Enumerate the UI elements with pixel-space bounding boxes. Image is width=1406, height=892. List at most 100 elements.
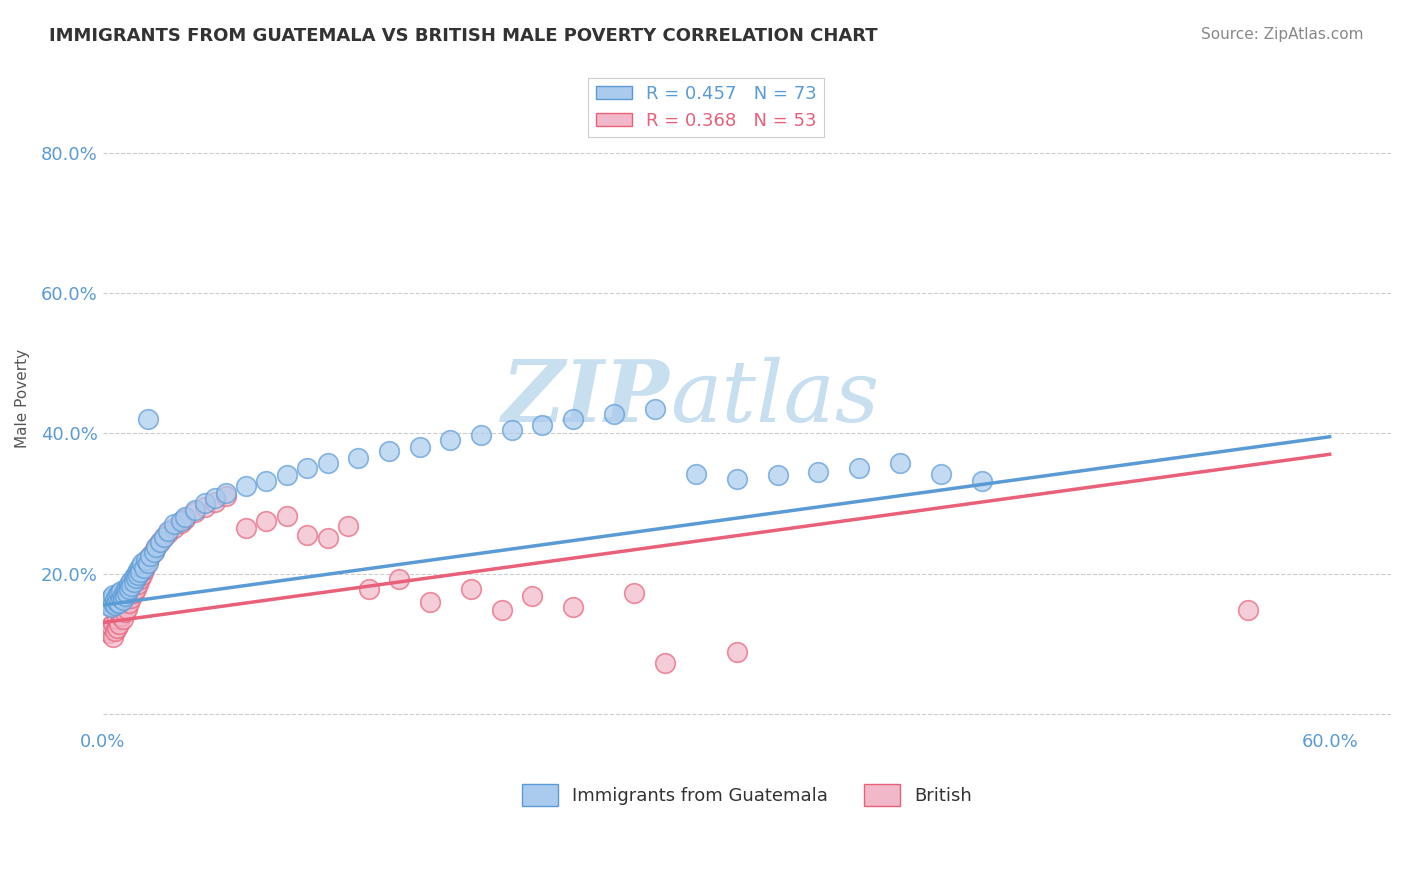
- Point: [149, 535, 172, 549]
- Point: [117, 581, 139, 595]
- Point: [108, 586, 131, 600]
- Point: [204, 495, 226, 509]
- Point: [157, 525, 180, 540]
- Point: [98, 594, 121, 608]
- Point: [105, 612, 128, 626]
- Point: [460, 582, 482, 596]
- Point: [131, 556, 153, 570]
- Point: [118, 582, 141, 596]
- Point: [121, 579, 143, 593]
- Point: [124, 566, 146, 581]
- Point: [163, 521, 186, 535]
- Point: [173, 512, 195, 526]
- Point: [139, 549, 162, 563]
- Point: [122, 586, 145, 600]
- Point: [470, 427, 492, 442]
- Point: [118, 596, 141, 610]
- Point: [122, 570, 145, 584]
- Point: [766, 468, 789, 483]
- Point: [157, 524, 180, 539]
- Point: [214, 489, 236, 503]
- Text: atlas: atlas: [669, 357, 879, 440]
- Point: [100, 600, 122, 615]
- Point: [169, 514, 191, 528]
- Point: [100, 619, 122, 633]
- Point: [145, 540, 167, 554]
- Point: [725, 472, 748, 486]
- Point: [623, 586, 645, 600]
- Point: [173, 510, 195, 524]
- Point: [121, 574, 143, 588]
- Point: [276, 509, 298, 524]
- Point: [128, 565, 150, 579]
- Point: [101, 596, 124, 610]
- Point: [149, 535, 172, 549]
- Point: [491, 603, 513, 617]
- Point: [104, 598, 127, 612]
- Point: [105, 621, 128, 635]
- Point: [347, 450, 370, 465]
- Point: [204, 491, 226, 505]
- Point: [603, 407, 626, 421]
- Point: [110, 584, 132, 599]
- Point: [297, 461, 319, 475]
- Point: [184, 505, 207, 519]
- Point: [136, 554, 159, 568]
- Point: [725, 645, 748, 659]
- Point: [562, 412, 585, 426]
- Point: [276, 468, 298, 483]
- Point: [163, 517, 186, 532]
- Point: [316, 456, 339, 470]
- Point: [127, 568, 149, 582]
- Point: [122, 574, 145, 589]
- Point: [104, 593, 127, 607]
- Point: [100, 591, 122, 606]
- Point: [101, 615, 124, 630]
- Point: [184, 503, 207, 517]
- Point: [101, 588, 124, 602]
- Point: [98, 626, 121, 640]
- Point: [153, 530, 176, 544]
- Point: [104, 624, 127, 638]
- Point: [685, 467, 707, 481]
- Point: [139, 549, 162, 563]
- Point: [419, 594, 441, 608]
- Point: [145, 540, 167, 554]
- Point: [136, 412, 159, 426]
- Point: [1237, 603, 1260, 617]
- Text: ZIP: ZIP: [502, 357, 669, 440]
- Point: [644, 401, 666, 416]
- Point: [135, 552, 157, 566]
- Point: [114, 584, 136, 599]
- Point: [121, 591, 143, 606]
- Legend: Immigrants from Guatemala, British: Immigrants from Guatemala, British: [515, 776, 980, 813]
- Point: [409, 440, 432, 454]
- Point: [194, 496, 217, 510]
- Point: [124, 582, 146, 596]
- Point: [388, 572, 411, 586]
- Point: [96, 623, 118, 637]
- Point: [297, 528, 319, 542]
- Point: [235, 479, 257, 493]
- Point: [214, 486, 236, 500]
- Point: [378, 443, 401, 458]
- Point: [848, 461, 870, 475]
- Point: [114, 589, 136, 603]
- Point: [131, 568, 153, 582]
- Point: [143, 545, 166, 559]
- Point: [235, 521, 257, 535]
- Point: [169, 516, 191, 530]
- Point: [194, 500, 217, 514]
- Point: [105, 589, 128, 603]
- Point: [127, 563, 149, 577]
- Point: [439, 434, 461, 448]
- Point: [101, 630, 124, 644]
- Point: [501, 423, 523, 437]
- Point: [117, 586, 139, 600]
- Point: [128, 572, 150, 586]
- Point: [132, 561, 155, 575]
- Point: [114, 605, 136, 619]
- Point: [124, 571, 146, 585]
- Point: [118, 577, 141, 591]
- Point: [108, 596, 131, 610]
